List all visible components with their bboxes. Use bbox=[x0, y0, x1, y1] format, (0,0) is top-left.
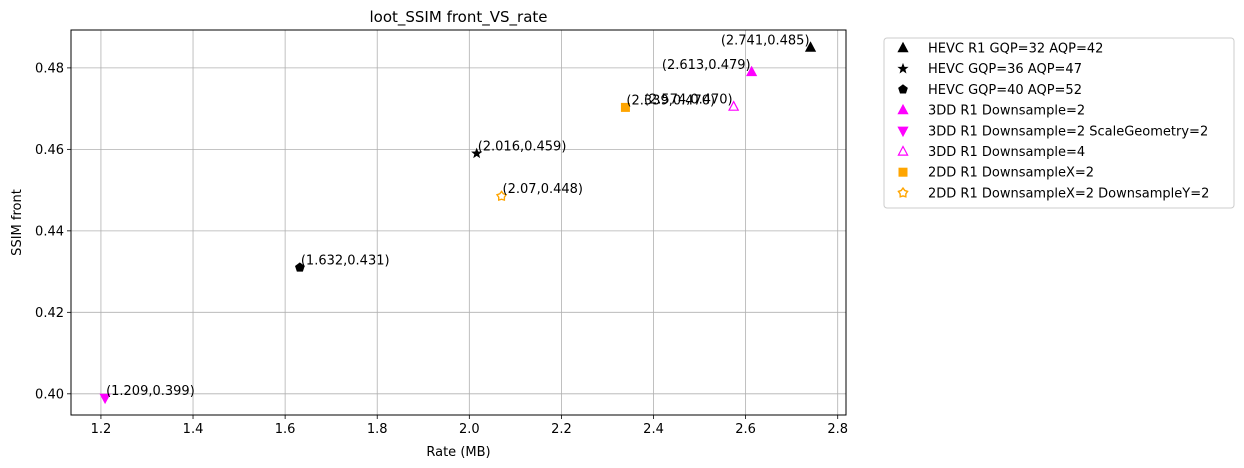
chart-title: loot_SSIM front_VS_rate bbox=[369, 8, 547, 27]
grid-layer bbox=[71, 30, 846, 415]
data-points bbox=[99, 41, 817, 405]
y-tick-label: 0.46 bbox=[35, 143, 64, 158]
point-annotation: (2.07,0.448) bbox=[503, 182, 583, 197]
legend-marker bbox=[897, 145, 909, 156]
point-annotation: (2.613,0.479) bbox=[662, 58, 751, 73]
y-axis-label: SSIM front bbox=[10, 189, 25, 256]
legend-label: 2DD R1 DownsampleX=2 DownsampleY=2 bbox=[928, 186, 1209, 201]
x-tick-label: 1.8 bbox=[367, 422, 388, 437]
x-axis-label: Rate (MB) bbox=[426, 445, 490, 460]
point-annotation: (2.574,0.470) bbox=[644, 93, 733, 108]
x-tick-label: 1.2 bbox=[91, 422, 112, 437]
legend-marker bbox=[897, 41, 909, 53]
legend-label: HEVC GQP=36 AQP=47 bbox=[928, 62, 1082, 77]
legend-label: 3DD R1 Downsample=4 bbox=[928, 145, 1085, 160]
point-annotation: (2.339,0.470) bbox=[626, 93, 715, 108]
legend-marker bbox=[898, 167, 908, 177]
legend-frame bbox=[883, 37, 1235, 209]
legend-label: 3DD R1 Downsample=2 ScaleGeometry=2 bbox=[928, 124, 1208, 139]
legend-label: HEVC R1 GQP=32 AQP=42 bbox=[928, 42, 1103, 57]
legend-marker bbox=[897, 186, 909, 198]
plot-frame bbox=[70, 29, 847, 416]
point-annotation: (2.741,0.485) bbox=[721, 34, 810, 49]
legend-label: 3DD R1 Downsample=2 bbox=[928, 104, 1085, 119]
x-tick-label: 1.6 bbox=[275, 422, 296, 437]
x-tick-label: 2.4 bbox=[643, 422, 664, 437]
data-point bbox=[471, 147, 483, 159]
point-annotation: (2.016,0.459) bbox=[478, 139, 567, 154]
x-ticks: 1.2 1.4 1.6 1.8 2.0 2.2 2.4 2.6 2.8 bbox=[91, 415, 848, 437]
legend: HEVC R1 GQP=32 AQP=42 HEVC GQP=36 AQP=47 H… bbox=[883, 37, 1235, 209]
y-tick-label: 0.40 bbox=[35, 387, 64, 402]
y-ticks: 0.40 0.42 0.44 0.46 0.48 bbox=[35, 61, 71, 402]
point-annotation: (1.209,0.399) bbox=[106, 384, 195, 399]
y-tick-label: 0.44 bbox=[35, 224, 64, 239]
x-tick-label: 2.0 bbox=[459, 422, 480, 437]
data-point bbox=[728, 100, 740, 111]
legend-label: 2DD R1 DownsampleX=2 bbox=[928, 166, 1094, 181]
data-point bbox=[804, 41, 817, 52]
legend-marker bbox=[897, 103, 909, 115]
data-point bbox=[745, 65, 758, 77]
y-tick-label: 0.48 bbox=[35, 61, 64, 76]
x-tick-label: 2.6 bbox=[735, 422, 756, 437]
x-tick-label: 2.2 bbox=[551, 422, 572, 437]
point-annotation: (1.632,0.431) bbox=[301, 254, 390, 269]
legend-label: HEVC GQP=40 AQP=52 bbox=[928, 83, 1082, 98]
data-annotations: (2.741,0.485) (2.016,0.459) (1.632,0.431) (… bbox=[106, 34, 809, 399]
data-point bbox=[620, 102, 630, 112]
data-point bbox=[495, 190, 508, 202]
x-tick-label: 2.8 bbox=[827, 422, 848, 437]
x-tick-label: 1.4 bbox=[183, 422, 204, 437]
data-point bbox=[99, 393, 111, 405]
data-point bbox=[295, 262, 305, 272]
y-tick-label: 0.42 bbox=[35, 306, 64, 321]
legend-marker bbox=[897, 62, 909, 74]
legend-marker bbox=[897, 126, 909, 138]
legend-marker bbox=[898, 84, 908, 94]
